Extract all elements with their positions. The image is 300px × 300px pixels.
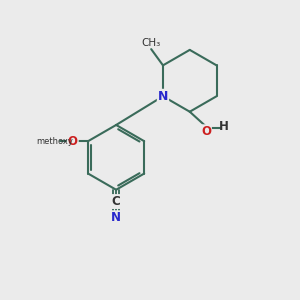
Text: H: H xyxy=(219,120,229,133)
Text: CH₃: CH₃ xyxy=(142,38,161,48)
Text: methoxy: methoxy xyxy=(37,137,74,146)
Text: O: O xyxy=(68,135,78,148)
Text: C: C xyxy=(111,195,120,208)
Text: N: N xyxy=(111,211,121,224)
Text: N: N xyxy=(158,90,168,103)
Text: O: O xyxy=(201,125,211,138)
